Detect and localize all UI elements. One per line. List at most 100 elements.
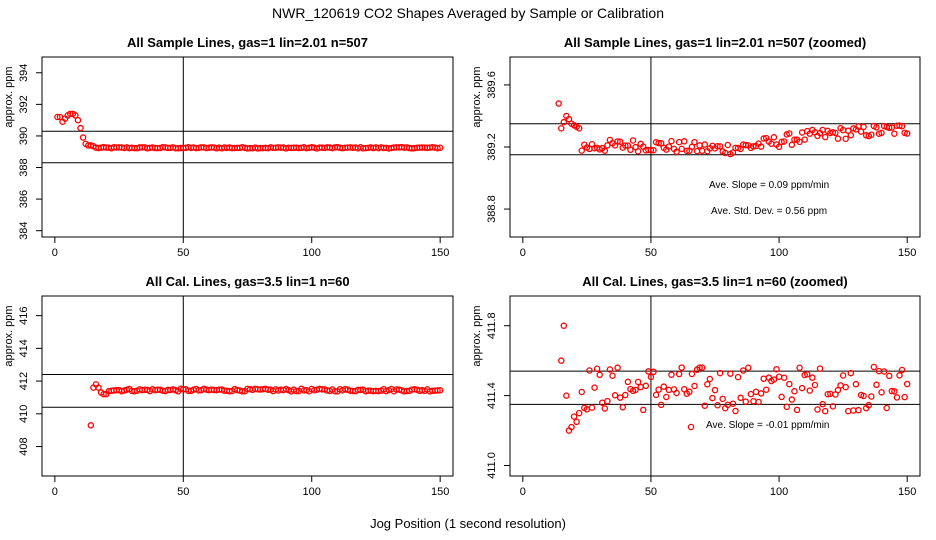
data-point [834, 135, 842, 142]
data-point [886, 124, 893, 132]
data-point [788, 396, 796, 403]
data-point [601, 405, 609, 412]
data-point [732, 407, 739, 415]
data-point [614, 364, 621, 371]
x-tick-label: 0 [52, 247, 58, 259]
data-point [331, 388, 339, 395]
plot-frame [509, 295, 921, 477]
data-point [770, 376, 778, 383]
data-point [760, 135, 767, 142]
chart-title: All Cal. Lines, gas=3.5 lin=1 n=60 (zoom… [582, 274, 848, 289]
data-point [632, 386, 639, 394]
y-axis-label: approx. ppm [471, 66, 483, 127]
data-point [647, 373, 655, 381]
data-point [688, 370, 696, 378]
data-point [809, 374, 816, 381]
y-tick-label: 410 [18, 405, 30, 423]
data-point [775, 143, 783, 151]
data-point [691, 138, 698, 146]
data-point [226, 388, 233, 395]
data-point [873, 381, 880, 389]
data-point [727, 370, 734, 377]
data-point [657, 401, 665, 409]
data-point [847, 131, 855, 139]
data-point [821, 133, 829, 141]
y-tick-label: 411.8 [486, 312, 498, 339]
data-point [896, 122, 903, 129]
data-point [791, 136, 798, 143]
data-point [596, 371, 603, 379]
y-tick-label: 389.2 [486, 133, 498, 161]
data-point [573, 418, 580, 426]
data-point [691, 382, 698, 390]
chart-title: All Cal. Lines, gas=3.5 lin=1 n=60 [145, 274, 349, 289]
chart-panel-4: All Cal. Lines, gas=3.5 lin=1 n=60 (zoom… [471, 274, 921, 498]
data-point [591, 384, 598, 391]
y-axis-label: approx. ppm [3, 305, 15, 366]
x-tick-label: 100 [303, 247, 321, 259]
y-tick-label: 384 [18, 222, 30, 240]
data-point [693, 147, 701, 155]
data-point [622, 142, 629, 149]
data-point [888, 387, 896, 395]
y-tick-label: 412 [18, 372, 30, 390]
data-point [560, 322, 568, 329]
data-point [701, 141, 709, 148]
data-point [79, 134, 87, 141]
x-tick-label: 50 [645, 247, 657, 259]
data-point [578, 147, 586, 154]
chart-panel-3: All Cal. Lines, gas=3.5 lin=1 n=60 0 50 100… [3, 274, 454, 498]
plot-frame [41, 56, 454, 238]
data-point [837, 382, 844, 389]
y-tick-label: 416 [18, 306, 30, 324]
data-point [880, 368, 888, 375]
data-point [588, 404, 596, 411]
data-point [578, 388, 586, 396]
data-point [663, 393, 670, 401]
data-point [637, 383, 644, 391]
data-point [650, 146, 657, 154]
data-point [593, 365, 601, 373]
data-point [673, 389, 680, 397]
data-point [604, 397, 611, 405]
data-point [668, 371, 675, 378]
chart-annotation: Ave. Slope = -0.01 ppm/min [706, 420, 830, 431]
data-point [729, 400, 737, 407]
y-tick-label: 411.4 [486, 382, 498, 409]
data-point [698, 147, 706, 155]
data-point [798, 129, 806, 136]
data-point [77, 124, 84, 132]
data-point [842, 383, 849, 391]
data-point [616, 394, 624, 401]
data-point [675, 138, 683, 146]
data-point [634, 148, 642, 155]
y-tick-label: 414 [18, 339, 30, 357]
data-point [819, 400, 826, 408]
data-point [901, 393, 908, 401]
data-point [686, 388, 693, 396]
data-point [855, 406, 862, 414]
data-point [734, 373, 742, 381]
data-point [54, 113, 61, 121]
data-point [239, 388, 246, 395]
x-tick-label: 100 [770, 247, 788, 259]
data-point [778, 138, 785, 146]
x-tick-label: 150 [431, 247, 449, 259]
data-point [681, 138, 688, 145]
data-point [565, 115, 573, 123]
data-point [793, 406, 801, 414]
data-point [893, 394, 901, 401]
data-point [760, 375, 767, 382]
data-point [604, 142, 611, 149]
data-point [780, 374, 788, 381]
data-point [629, 137, 637, 144]
y-tick-label: 388 [18, 158, 30, 176]
data-point [678, 364, 685, 371]
data-point [622, 391, 629, 399]
data-point [619, 403, 627, 411]
data-point [786, 130, 793, 137]
data-point [95, 384, 102, 391]
data-point [786, 380, 793, 388]
data-point [634, 378, 642, 386]
